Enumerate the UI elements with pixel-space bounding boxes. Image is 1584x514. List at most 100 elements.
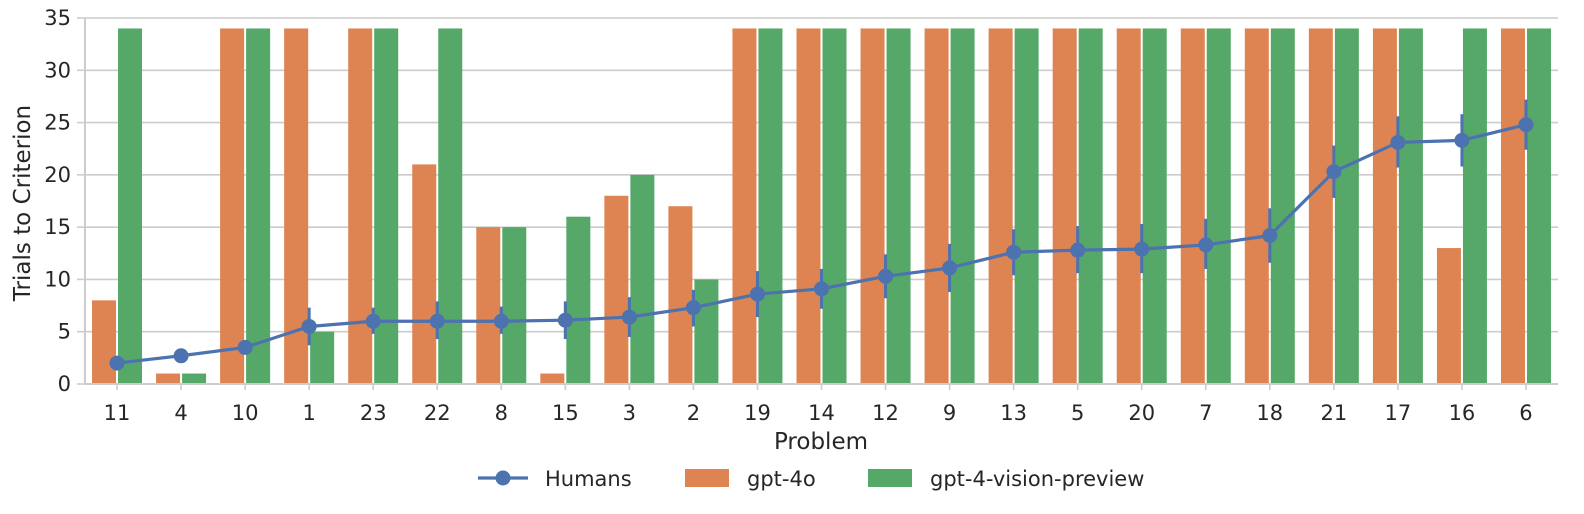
bar-gpt-4o-23 bbox=[348, 28, 373, 384]
bar-gpt-4o-6 bbox=[1500, 28, 1525, 384]
legend-swatch-gpt-4-vision-preview bbox=[868, 469, 912, 487]
x-tick-label-3: 3 bbox=[623, 401, 636, 425]
bar-gpt-4o-13 bbox=[988, 28, 1013, 384]
humans-point-15 bbox=[557, 312, 573, 328]
humans-point-11 bbox=[109, 355, 125, 371]
x-tick-labels: 11 4 10 1 23 22 8 15 3 2 19 14 12 9 13 5 20 7 18 21 17 16 6 bbox=[104, 401, 1533, 425]
bar-gpt-4o-21 bbox=[1308, 28, 1333, 384]
bar-gpt-4o-3 bbox=[604, 195, 629, 384]
grid-lines bbox=[85, 17, 1558, 333]
y-tick-label-25: 25 bbox=[44, 111, 71, 135]
bar-gpt-4-vision-preview-17 bbox=[1398, 28, 1423, 384]
bar-gpt-4o-20 bbox=[1116, 28, 1141, 384]
x-tick-label-18: 18 bbox=[1256, 401, 1283, 425]
bar-gpt-4-vision-preview-16 bbox=[1462, 28, 1487, 384]
x-tick-label-2: 2 bbox=[687, 401, 700, 425]
bar-gpt-4o-8 bbox=[476, 227, 501, 384]
bar-gpt-4o-17 bbox=[1372, 28, 1397, 384]
x-tick-label-23: 23 bbox=[360, 401, 387, 425]
humans-point-20 bbox=[1134, 241, 1150, 257]
bar-gpt-4-vision-preview-14 bbox=[822, 28, 847, 384]
x-tick-label-7: 7 bbox=[1199, 401, 1212, 425]
bar-gpt-4-vision-preview-1 bbox=[310, 331, 335, 384]
bar-gpt-4o-18 bbox=[1244, 28, 1269, 384]
bar-gpt-4-vision-preview-8 bbox=[502, 227, 527, 384]
humans-point-7 bbox=[1198, 237, 1214, 253]
humans-point-10 bbox=[237, 339, 253, 355]
bar-gpt-4-vision-preview-7 bbox=[1206, 28, 1231, 384]
bar-gpt-4o-9 bbox=[924, 28, 949, 384]
bar-gpt-4o-15 bbox=[540, 373, 565, 384]
x-tick-label-15: 15 bbox=[552, 401, 579, 425]
humans-point-5 bbox=[1070, 242, 1086, 258]
bar-gpt-4-vision-preview-15 bbox=[566, 216, 591, 384]
bar-gpt-4-vision-preview-19 bbox=[758, 28, 783, 384]
bar-gpt-4-vision-preview-23 bbox=[374, 28, 399, 384]
y-tick-label-15: 15 bbox=[44, 215, 71, 239]
y-tick-label-10: 10 bbox=[44, 267, 71, 291]
bar-gpt-4o-11 bbox=[92, 300, 117, 384]
bar-gpt-4o-5 bbox=[1052, 28, 1077, 384]
humans-point-2 bbox=[685, 300, 701, 316]
x-tick-label-8: 8 bbox=[495, 401, 508, 425]
bar-gpt-4-vision-preview-12 bbox=[886, 28, 911, 384]
x-tick-label-14: 14 bbox=[808, 401, 835, 425]
bar-gpt-4-vision-preview-9 bbox=[950, 28, 975, 384]
y-tick-label-35: 35 bbox=[44, 6, 71, 30]
humans-point-12 bbox=[878, 268, 894, 284]
bar-gpt-4-vision-preview-4 bbox=[182, 373, 207, 384]
bar-gpt-4-vision-preview-22 bbox=[438, 28, 463, 384]
humans-point-17 bbox=[1390, 134, 1406, 150]
humans-point-8 bbox=[493, 313, 509, 329]
legend-swatch-gpt-4o bbox=[685, 469, 729, 487]
bar-gpt-4o-22 bbox=[412, 164, 437, 384]
humans-point-6 bbox=[1518, 117, 1534, 133]
bar-gpt-4o-12 bbox=[860, 28, 885, 384]
humans-point-18 bbox=[1262, 228, 1278, 244]
y-tick-label-5: 5 bbox=[58, 320, 71, 344]
bar-gpt-4-vision-preview-10 bbox=[246, 28, 271, 384]
humans-point-21 bbox=[1326, 164, 1342, 180]
bar-gpt-4-vision-preview-11 bbox=[118, 28, 143, 384]
humans-point-3 bbox=[621, 309, 637, 325]
y-tick-label-20: 20 bbox=[44, 163, 71, 187]
x-tick-label-5: 5 bbox=[1071, 401, 1084, 425]
legend-label-gpt-4o: gpt-4o bbox=[747, 467, 816, 491]
x-tick-label-4: 4 bbox=[174, 401, 187, 425]
x-tick-label-22: 22 bbox=[424, 401, 451, 425]
humans-point-14 bbox=[814, 281, 829, 297]
x-tick-label-1: 1 bbox=[302, 401, 315, 425]
bar-gpt-4-vision-preview-3 bbox=[630, 174, 655, 384]
axes bbox=[77, 17, 1558, 390]
x-tick-label-9: 9 bbox=[943, 401, 956, 425]
bar-gpt-4-vision-preview-21 bbox=[1334, 28, 1359, 384]
x-tick-label-11: 11 bbox=[104, 401, 131, 425]
x-tick-label-6: 6 bbox=[1519, 401, 1532, 425]
bar-gpt-4o-10 bbox=[220, 28, 245, 384]
bar-gpt-4-vision-preview-18 bbox=[1270, 28, 1295, 384]
legend-marker-humans bbox=[495, 470, 511, 486]
y-tick-labels: 0 5 10 15 20 25 30 35 bbox=[44, 6, 71, 396]
bar-gpt-4o-7 bbox=[1180, 28, 1205, 384]
y-axis-label: Trials to Criterion bbox=[10, 105, 36, 302]
bar-gpt-4-vision-preview-2 bbox=[694, 279, 719, 384]
bar-gpt-4-vision-preview-20 bbox=[1142, 28, 1167, 384]
bar-gpt-4-vision-preview-6 bbox=[1526, 28, 1551, 384]
humans-point-4 bbox=[173, 348, 189, 364]
x-tick-label-10: 10 bbox=[232, 401, 259, 425]
legend-label-humans: Humans bbox=[545, 467, 632, 491]
x-tick-label-20: 20 bbox=[1128, 401, 1155, 425]
legend: Humans gpt-4o gpt-4-vision-preview bbox=[478, 467, 1144, 491]
humans-point-22 bbox=[429, 313, 445, 329]
x-tick-label-19: 19 bbox=[744, 401, 771, 425]
humans-point-16 bbox=[1454, 132, 1470, 148]
humans-point-13 bbox=[1006, 244, 1022, 260]
bar-gpt-4o-16 bbox=[1436, 248, 1461, 384]
x-tick-label-16: 16 bbox=[1449, 401, 1476, 425]
humans-line-group bbox=[109, 99, 1534, 371]
bar-gpt-4o-14 bbox=[796, 28, 821, 384]
bar-gpt-4-vision-preview-13 bbox=[1014, 28, 1039, 384]
x-tick-label-12: 12 bbox=[872, 401, 899, 425]
x-axis-label: Problem bbox=[774, 429, 868, 455]
